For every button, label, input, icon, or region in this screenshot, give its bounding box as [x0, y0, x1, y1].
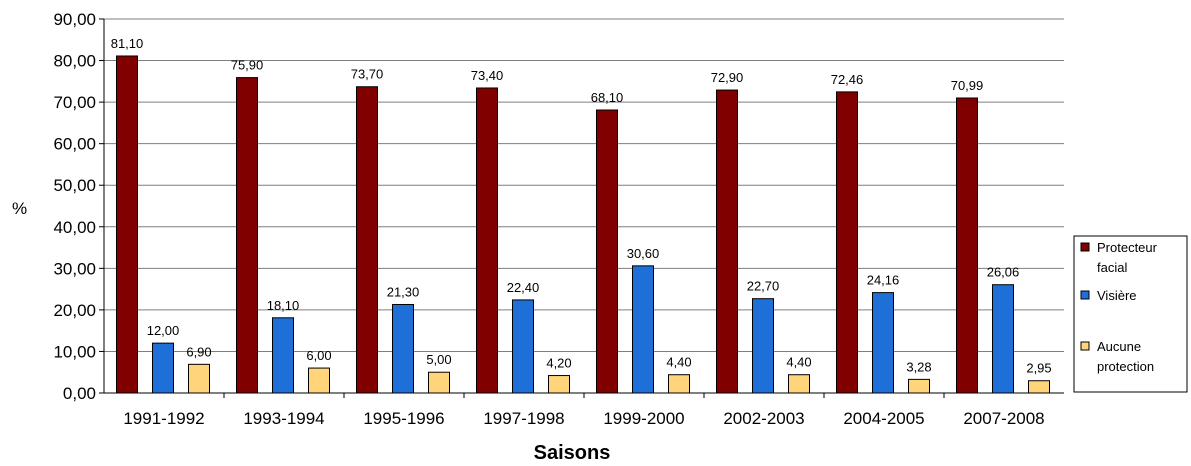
- bar: [152, 342, 174, 394]
- x-tick-label: 1997-1998: [483, 409, 564, 428]
- y-tick-label: 20,00: [53, 301, 96, 320]
- bar: [356, 86, 378, 394]
- y-axis-ticks: 0,00 10,00 20,00 30,00 40,00 50,00 60,00 70,00 8…: [53, 10, 104, 403]
- axes: [103, 19, 1064, 394]
- bar: [116, 55, 138, 394]
- bar: [1028, 380, 1050, 394]
- gridlines: [104, 18, 1064, 352]
- data-label: 6,90: [186, 344, 211, 359]
- data-label: 21,30: [387, 284, 420, 299]
- bar: [908, 378, 930, 394]
- y-tick-label: 60,00: [53, 135, 96, 154]
- bar: [272, 317, 294, 394]
- data-label: 18,10: [267, 298, 300, 313]
- data-label: 75,90: [231, 58, 264, 73]
- y-tick-label: 70,00: [53, 93, 96, 112]
- data-label: 24,16: [867, 273, 900, 288]
- bar: [596, 109, 618, 394]
- data-label: 30,60: [627, 246, 660, 261]
- data-label: 4,40: [786, 355, 811, 370]
- legend-label: Visière: [1097, 288, 1137, 303]
- x-tick-label: 2007-2008: [963, 409, 1044, 428]
- y-tick-label: 90,00: [53, 10, 96, 29]
- bar: [716, 89, 738, 394]
- data-label: 22,40: [507, 280, 540, 295]
- legend-swatch: [1080, 290, 1090, 300]
- y-tick-label: 10,00: [53, 342, 96, 361]
- legend-label: protection: [1097, 359, 1154, 374]
- y-tick-label: 80,00: [53, 52, 96, 71]
- y-tick-label: 50,00: [53, 176, 96, 195]
- data-label: 72,46: [831, 72, 864, 87]
- data-label: 72,90: [711, 70, 744, 85]
- data-label: 22,70: [747, 279, 780, 294]
- legend-label: facial: [1097, 260, 1127, 275]
- x-axis-ticks: 1991-1992 1993-1994 1995-1996 1997-1998 1999…: [123, 393, 1045, 428]
- bar: [668, 374, 690, 394]
- y-tick-label: 40,00: [53, 218, 96, 237]
- legend: Protecteur facial Visière Aucune protection: [1073, 235, 1188, 393]
- legend-label: Protecteur: [1097, 240, 1158, 255]
- x-tick-label: 1993-1994: [243, 409, 324, 428]
- bars: [116, 55, 1050, 394]
- x-tick-label: 1995-1996: [363, 409, 444, 428]
- bar: [752, 298, 774, 394]
- legend-swatch: [1080, 242, 1090, 252]
- legend-label: Aucune: [1097, 339, 1141, 354]
- data-label: 3,28: [906, 359, 931, 374]
- bar: [476, 87, 498, 394]
- bar: [872, 292, 894, 394]
- x-tick-label: 2004-2005: [843, 409, 924, 428]
- data-label: 81,10: [111, 36, 144, 51]
- bar: [632, 265, 654, 394]
- bar: [992, 284, 1014, 394]
- data-label: 26,06: [987, 265, 1020, 280]
- legend-box: [1073, 235, 1188, 393]
- data-label: 12,00: [147, 323, 180, 338]
- y-tick-label: 0,00: [63, 384, 96, 403]
- data-label: 5,00: [426, 352, 451, 367]
- y-tick-label: 30,00: [53, 259, 96, 278]
- x-tick-label: 2002-2003: [723, 409, 804, 428]
- x-tick-label: 1991-1992: [123, 409, 204, 428]
- bar: [188, 363, 210, 394]
- bar: [788, 374, 810, 394]
- data-label: 70,99: [951, 78, 984, 93]
- bar: [548, 375, 570, 394]
- bar: [236, 77, 258, 394]
- data-label: 4,40: [666, 355, 691, 370]
- x-axis-title: Saisons: [534, 442, 611, 464]
- data-label: 2,95: [1026, 361, 1051, 376]
- data-label: 73,40: [471, 68, 504, 83]
- bar: [428, 371, 450, 394]
- bar: [512, 299, 534, 394]
- bar: [956, 97, 978, 394]
- bar: [308, 367, 330, 394]
- y-axis-title: %: [12, 199, 27, 218]
- bar: [392, 303, 414, 394]
- bar: [836, 91, 858, 394]
- data-label: 4,20: [546, 356, 571, 371]
- legend-swatch: [1080, 341, 1090, 351]
- data-label: 6,00: [306, 348, 331, 363]
- x-tick-label: 1999-2000: [603, 409, 684, 428]
- data-labels: 81,10 12,00 6,90 75,90 18,10 6,00 73,70 21,30 5,…: [111, 36, 1052, 376]
- data-label: 68,10: [591, 90, 624, 105]
- data-label: 73,70: [351, 67, 384, 82]
